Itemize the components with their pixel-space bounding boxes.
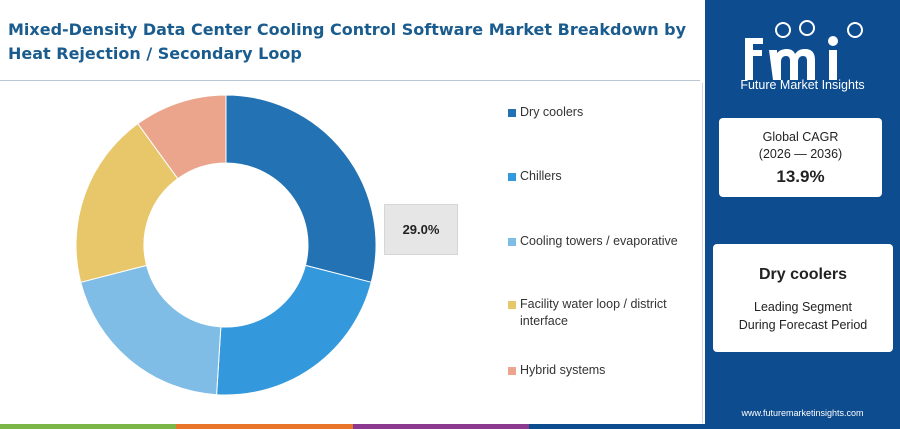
- legend-label: Hybrid systems: [520, 363, 606, 377]
- cagr-range: (2026 — 2036): [758, 147, 843, 161]
- legend-swatch: [508, 301, 516, 309]
- legend-item: Facility water loop / district interface: [508, 296, 698, 330]
- donut-chart: [75, 94, 377, 396]
- leading-segment-name: Dry coolers: [758, 266, 848, 283]
- donut-slice-3: [75, 122, 179, 283]
- cagr-value: 13.9%: [776, 167, 825, 186]
- donut-slice-4: [137, 94, 227, 180]
- brand-tagline: Future Market Insights: [740, 78, 865, 92]
- legend-item: Chillers: [508, 168, 698, 185]
- legend-label: Chillers: [520, 169, 562, 183]
- leading-segment-description: Leading Segment During Forecast Period: [713, 298, 893, 334]
- legend-item: Hybrid systems: [508, 362, 698, 379]
- legend-swatch: [508, 173, 516, 181]
- chart-panel: 29.0%: [0, 83, 703, 423]
- chart-legend: Dry coolers Chillers Cooling towers / evap…: [508, 0, 698, 429]
- legend-label: Dry coolers: [520, 105, 584, 119]
- legend-item: Dry coolers: [508, 104, 698, 121]
- side-panel: Future Market Insights Global CAGR (2026…: [705, 0, 900, 429]
- accent-bar-segment: [528, 424, 705, 429]
- segment-desc-line1: Leading Segment: [754, 300, 852, 314]
- legend-item: Cooling towers / evaporative: [508, 233, 698, 250]
- donut-slice-0: [225, 94, 377, 283]
- chart-title: Mixed-Density Data Center Cooling Contro…: [8, 20, 687, 63]
- cagr-card: Global CAGR (2026 — 2036) 13.9%: [719, 118, 882, 197]
- legend-label: Facility water loop / district interface: [520, 297, 667, 328]
- donut-slice-1: [216, 264, 372, 396]
- accent-bar-segment: [0, 424, 177, 429]
- legend-label: Cooling towers / evaporative: [520, 234, 678, 248]
- value-callout: 29.0%: [384, 204, 458, 255]
- fmi-logo: [745, 20, 863, 80]
- segment-desc-line2: During Forecast Period: [738, 318, 868, 332]
- title-box: Mixed-Density Data Center Cooling Contro…: [0, 0, 700, 81]
- legend-swatch: [508, 367, 516, 375]
- legend-swatch: [508, 238, 516, 246]
- accent-bar-segment: [352, 424, 529, 429]
- donut-slice-2: [80, 264, 222, 396]
- legend-swatch: [508, 109, 516, 117]
- bottom-accent-bar: [0, 424, 705, 429]
- cagr-label: Global CAGR: [762, 130, 839, 144]
- website-url: www.futuremarketinsights.com: [741, 408, 864, 418]
- accent-bar-segment: [176, 424, 353, 429]
- leading-segment-card: Dry coolers Leading Segment During Forec…: [713, 244, 893, 352]
